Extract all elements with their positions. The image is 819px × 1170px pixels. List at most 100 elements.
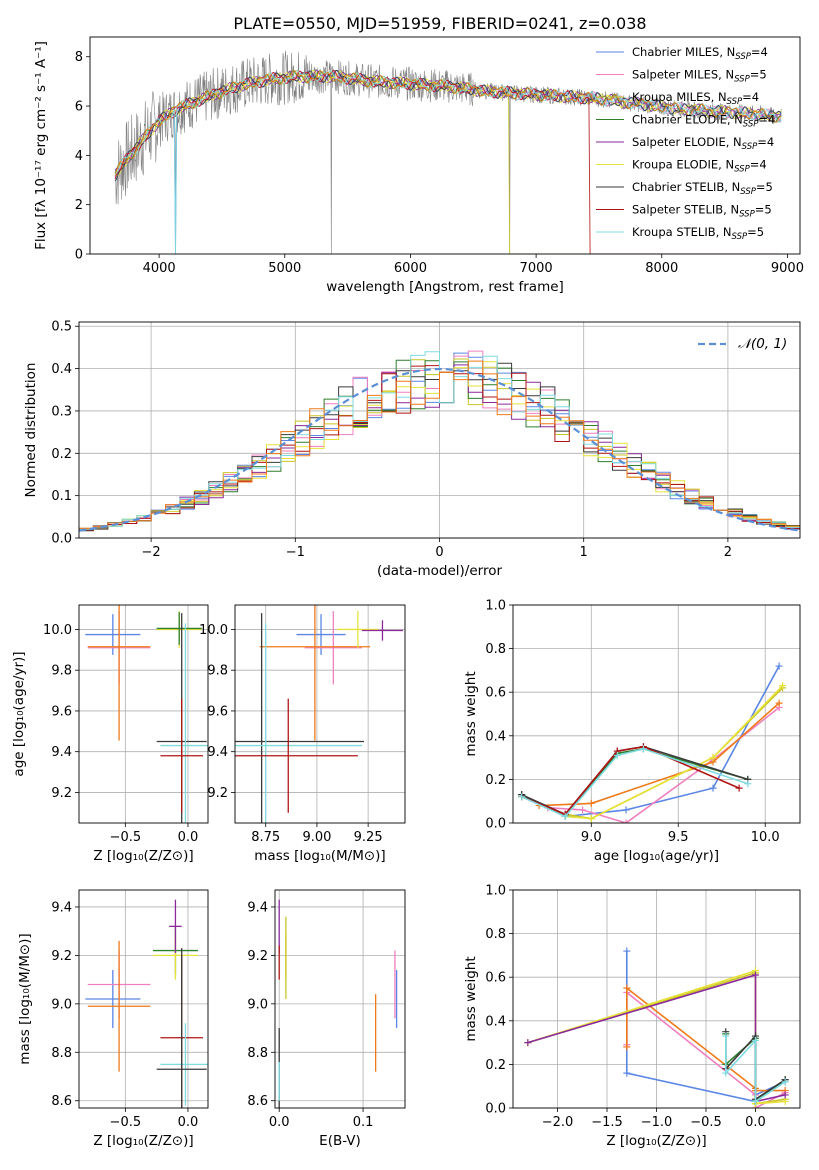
spectrum-legend-label: Salpeter STELIB, NSSP=5 xyxy=(632,203,772,220)
mass_vs_ebv-plot-area xyxy=(278,899,398,1108)
residuals-ytick-label: 0.2 xyxy=(51,447,72,462)
weight_vs_age-line-orange xyxy=(539,702,780,807)
residuals-ytick-label: 0.3 xyxy=(51,404,72,419)
weight_vs_Z-xlabel: Z [log₁₀(Z/Z⊙)] xyxy=(606,1133,706,1149)
weight_vs_age-line-kroupa-elodie xyxy=(565,685,784,820)
age_vs_Z-errorbar xyxy=(87,605,151,741)
weight_vs_age-xlabel: age [log₁₀(age/yr)] xyxy=(594,848,719,864)
spectrum-xtick-label: 9000 xyxy=(771,261,804,276)
weight_vs_age-plot-area xyxy=(518,662,787,823)
weight_vs_Z-marker xyxy=(524,1039,532,1047)
age_vs_mass-ytick-label: 9.8 xyxy=(207,664,228,679)
weight_vs_Z-ytick-label: 0.2 xyxy=(485,1058,506,1073)
spectrum-model-line-salpeter-stelib xyxy=(114,69,782,254)
spectrum-ytick-label: 6 xyxy=(75,100,83,115)
weight_vs_age-line-chabrier-miles xyxy=(565,665,780,818)
weight_vs_Z-marker xyxy=(623,1043,631,1051)
weight_vs_Z-xtick-label: −1.0 xyxy=(641,1115,673,1130)
weight_vs_Z-line-kroupa-stelib xyxy=(725,1036,786,1103)
weight_vs_age-chart: 9.0 9.5 10.0 0.0 0.2 0.4 0.6 0.8 1.0 age [log₁₀(a… xyxy=(463,599,801,864)
weight_vs_age-marker xyxy=(775,699,783,707)
mass_vs_ebv-ytick-label: 9.2 xyxy=(247,949,268,964)
weight_vs_age-marker xyxy=(613,751,621,759)
weight_vs_Z-marker xyxy=(722,1069,730,1077)
weight_vs_age-frame xyxy=(512,604,801,824)
weight_vs_Z-xtick-label: −0.5 xyxy=(690,1115,722,1130)
spectrum-legend: Chabrier MILES, NSSP=4 Salpeter MILES, NS… xyxy=(596,45,775,242)
spectrum-ytick-label: 0 xyxy=(75,248,83,263)
residuals-legend-label: 𝒩(0, 1) xyxy=(738,336,787,352)
spectrum-legend-label: Chabrier MILES, NSSP=4 xyxy=(632,45,768,62)
residuals-ytick-label: 0.4 xyxy=(51,362,72,377)
residuals-xtick-label: 1 xyxy=(580,545,588,560)
spectrum-model-line-orange xyxy=(114,69,782,174)
weight_vs_age-marker xyxy=(622,806,630,814)
gaussian-curve xyxy=(79,367,800,532)
residuals-xtick-label: 0 xyxy=(435,545,443,560)
spectrum-model-line-chabrier-stelib xyxy=(114,69,782,181)
age_vs_Z-errorbar xyxy=(156,612,202,645)
age_vs_mass-ytick-label: 10.0 xyxy=(199,623,228,638)
age_vs_mass-errorbar xyxy=(304,611,362,685)
age_vs_mass-ytick-label: 9.4 xyxy=(207,745,228,760)
mass_vs_ebv-chart: 0.0 0.1 8.6 8.8 9.0 9.2 9.4 E(B-V) xyxy=(247,889,406,1149)
weight_vs_age-marker xyxy=(518,793,526,801)
weight_vs_Z-marker xyxy=(751,1036,759,1044)
mass_vs_ebv-ytick-label: 9.0 xyxy=(247,997,268,1012)
spectrum-xtick-label: 5000 xyxy=(268,261,301,276)
weight_vs_Z-ytick-label: 0.4 xyxy=(485,1014,506,1029)
weight_vs_Z-ytick-label: 0.8 xyxy=(485,927,506,942)
spectrum-ytick-label: 2 xyxy=(75,198,83,213)
mass_vs_Z-ytick-label: 8.8 xyxy=(51,1046,72,1061)
mass_vs_ebv-xtick-label: 0.0 xyxy=(269,1115,290,1130)
spectrum-xlabel: wavelength [Angstrom, rest frame] xyxy=(326,279,564,295)
age_vs_Z-ylabel: age [log₁₀(age/yr)] xyxy=(11,651,27,776)
weight_vs_age-line-kroupa-miles xyxy=(565,687,784,820)
weight_vs_Z-marker xyxy=(781,1091,789,1099)
weight_vs_age-marker xyxy=(579,806,587,814)
weight_vs_Z-xtick-label: −2.0 xyxy=(542,1115,574,1130)
age_vs_mass-xtick-label: 9.00 xyxy=(302,830,331,845)
spectrum-legend-label: Kroupa MILES, NSSP=4 xyxy=(632,90,759,107)
age_vs_mass-errorbar xyxy=(259,605,371,741)
mass_vs_Z-plot-area xyxy=(85,899,208,1108)
spectrum-legend-label: Salpeter MILES, NSSP=5 xyxy=(632,68,767,85)
spectrum-ylabel: Flux [fλ 10⁻¹⁷ erg cm⁻² s⁻¹ A⁻¹] xyxy=(33,41,49,250)
weight_vs_age-ytick-label: 0.6 xyxy=(485,686,506,701)
mass_vs_Z-ytick-label: 9.0 xyxy=(51,997,72,1012)
age_vs_mass-errorbar xyxy=(337,611,379,648)
mass_vs_Z-chart: −0.5 0.0 8.6 8.8 9.0 9.2 9.4 Z [log₁₀(Z/Z⊙)] mas… xyxy=(17,889,209,1149)
age_vs_mass-xlabel: mass [log₁₀(M/M⊙)] xyxy=(254,848,385,864)
mass_vs_Z-errorbar xyxy=(87,940,151,1072)
weight_vs_Z-marker xyxy=(722,1032,730,1040)
spectrum-ytick-label: 8 xyxy=(75,50,83,65)
spectrum-ytick-label: 4 xyxy=(75,149,83,164)
weight_vs_age-ytick-label: 0.0 xyxy=(485,817,506,832)
weight_vs_age-ytick-label: 1.0 xyxy=(485,599,506,614)
age_vs_Z-chart: −0.5 0.0 9.2 9.4 9.6 9.8 10.0 Z [log₁₀(Z/Z⊙)] ag… xyxy=(11,604,209,864)
weight_vs_Z-marker xyxy=(751,1097,759,1105)
age_vs_Z-frame xyxy=(78,604,209,824)
residuals-xtick-label: 2 xyxy=(724,545,732,560)
weight_vs_age-marker xyxy=(561,812,569,820)
spectrum-legend-label: Chabrier STELIB, NSSP=5 xyxy=(632,180,773,197)
spectrum-frame xyxy=(89,36,801,255)
mass_vs_Z-xlabel: Z [log₁₀(Z/Z⊙)] xyxy=(93,1133,193,1149)
mass_vs_Z-errorbar xyxy=(169,899,182,953)
age_vs_mass-chart: 8.75 9.00 9.25 9.2 9.4 9.6 9.8 10.0 mass [log₁₀(… xyxy=(199,604,406,864)
mass_vs_Z-ytick-label: 8.6 xyxy=(51,1094,72,1109)
weight_vs_Z-marker xyxy=(623,947,631,955)
age_vs_mass-xtick-label: 9.25 xyxy=(354,830,383,845)
weight_vs_age-marker xyxy=(775,662,783,670)
age_vs_mass-errorbar xyxy=(235,623,362,823)
age_vs_Z-ytick-label: 10.0 xyxy=(43,623,72,638)
mass_vs_ebv-ytick-label: 8.8 xyxy=(247,1046,268,1061)
weight_vs_Z-xtick-label: −1.5 xyxy=(591,1115,623,1130)
weight_vs_Z-plot-area xyxy=(524,947,789,1108)
age_vs_mass-frame xyxy=(234,604,406,824)
residuals-ytick-label: 0.5 xyxy=(51,320,72,335)
age_vs_Z-errorbar xyxy=(85,614,141,655)
weight_vs_age-xtick-label: 9.0 xyxy=(581,830,602,845)
weight_vs_Z-marker xyxy=(781,1097,789,1105)
